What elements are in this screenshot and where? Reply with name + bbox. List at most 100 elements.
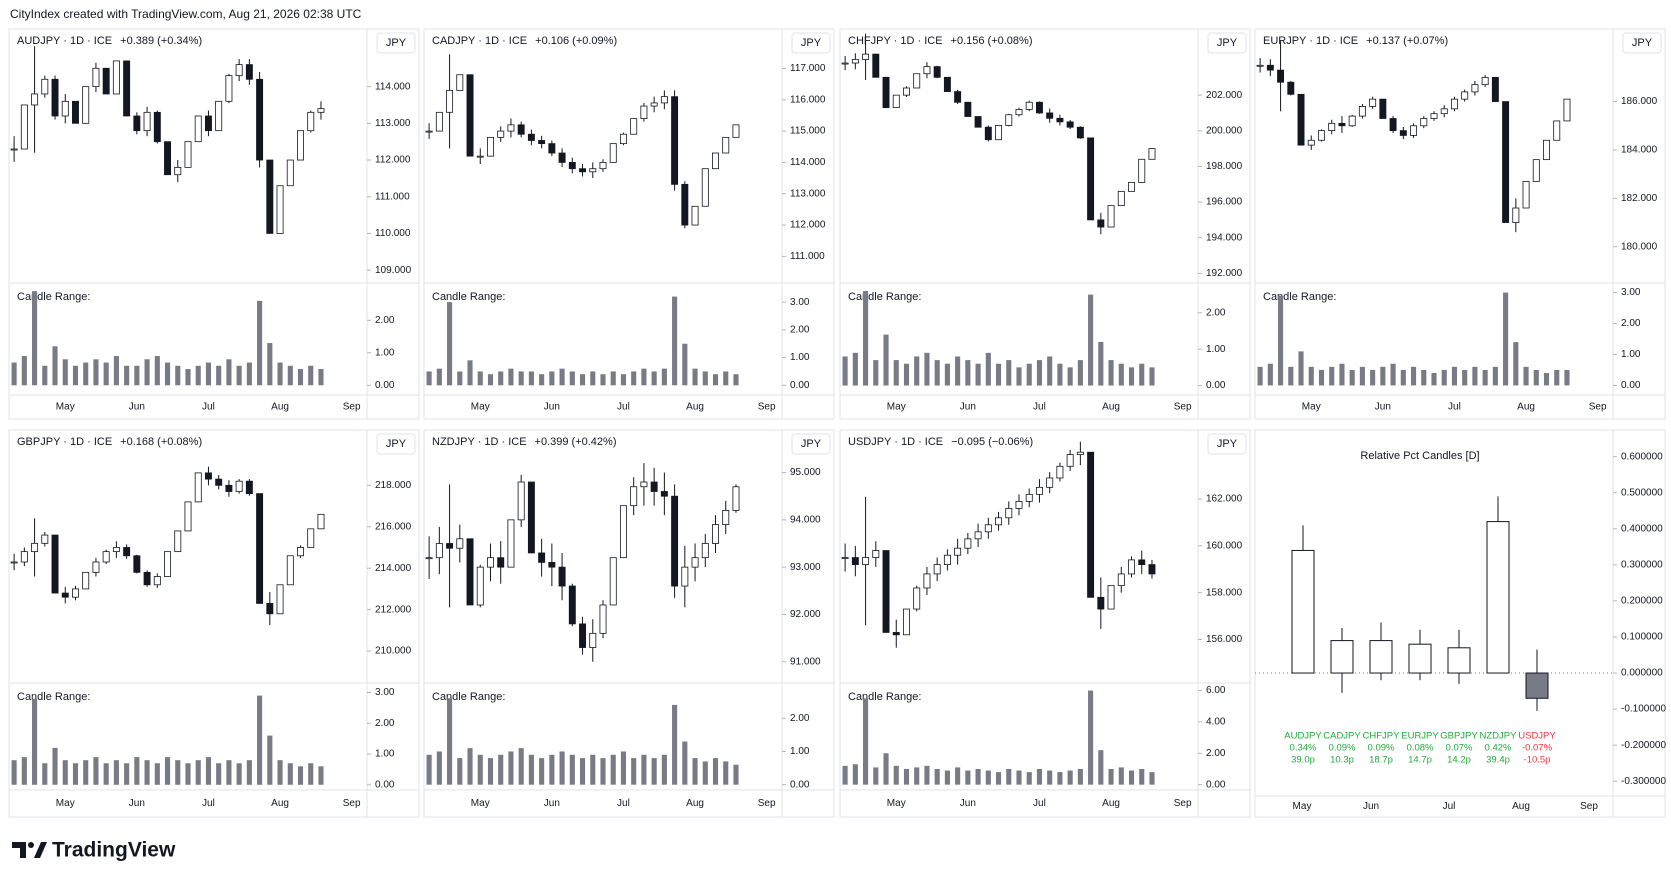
range-bar <box>1543 373 1550 386</box>
candle-body <box>245 480 253 495</box>
range-bar <box>702 761 708 785</box>
range-bar <box>975 363 981 386</box>
chart-title: CADJPY · 1D · ICE <box>432 35 527 47</box>
y-tick-label: 0.600000 <box>1621 451 1663 462</box>
candle-body <box>619 505 627 559</box>
range-bar <box>195 760 201 785</box>
range-bar <box>1349 369 1355 386</box>
y-tick-label: 198.000 <box>1206 161 1243 172</box>
y-tick-label: 186.000 <box>1621 96 1658 107</box>
currency-box <box>791 433 831 455</box>
candle-body <box>517 481 525 521</box>
range-bar <box>308 763 314 785</box>
range-bar <box>487 374 494 386</box>
candle-body <box>317 513 325 530</box>
pips-label: 10.3p <box>1330 755 1354 766</box>
range-bar <box>1564 369 1570 386</box>
range-bar <box>257 300 263 386</box>
candle-body <box>276 185 284 234</box>
candle-body <box>297 547 304 557</box>
x-tick-label: May <box>471 798 490 809</box>
y-tick-label: 91.000 <box>790 656 821 667</box>
candle-body <box>1076 126 1084 139</box>
candle-body <box>1318 130 1325 141</box>
range-bar <box>1554 369 1560 386</box>
range-bar <box>600 758 606 785</box>
x-tick-label: Jun <box>960 402 976 413</box>
y-tick-label: 0.00 <box>375 779 395 790</box>
candle-body <box>862 557 870 565</box>
y-tick-label: 210.000 <box>375 646 412 657</box>
y-tick-label: 160.000 <box>1206 540 1243 551</box>
panel-frame <box>8 429 420 818</box>
range-bar <box>436 751 442 785</box>
x-tick-label: Jul <box>202 402 215 413</box>
range-bar <box>702 371 708 386</box>
y-tick-label: 212.000 <box>375 604 412 615</box>
range-bar <box>1077 360 1083 386</box>
candle-body <box>1035 101 1043 114</box>
range-bar <box>134 757 140 785</box>
candle-body <box>933 564 941 575</box>
range-bar <box>682 343 688 386</box>
candle-body <box>984 126 992 141</box>
candle-body <box>589 632 597 648</box>
range-bar <box>1523 366 1529 386</box>
footer-logo-text[interactable]: TradingView <box>52 839 176 862</box>
range-bar <box>508 751 514 785</box>
x-tick-label: Aug <box>686 798 704 809</box>
candle-body <box>517 124 525 135</box>
candle-body <box>10 561 18 564</box>
candle-body <box>671 96 679 185</box>
range-bar <box>1298 351 1304 386</box>
x-tick-label: Jun <box>1375 402 1391 413</box>
candle-body <box>466 538 474 606</box>
candle-body <box>568 585 576 625</box>
logo-mark <box>12 842 26 858</box>
candle-body <box>1369 640 1393 674</box>
range-bar <box>205 362 212 386</box>
candle-body <box>872 550 880 558</box>
candle-body <box>143 111 151 132</box>
candle-body <box>892 94 900 109</box>
candle-body <box>995 517 1003 526</box>
candle-body <box>1512 207 1520 223</box>
candle-body <box>215 478 223 486</box>
candle-body <box>599 162 607 170</box>
panel-frame <box>423 28 835 420</box>
range-bar <box>995 363 1002 386</box>
chart-change: +0.168 (+0.08%) <box>120 436 202 448</box>
y-tick-label: 216.000 <box>375 521 412 532</box>
candle-body <box>1430 113 1438 119</box>
range-bar <box>863 291 869 386</box>
candle-body <box>112 547 120 553</box>
y-tick-label: 0.400000 <box>1621 523 1663 534</box>
candle-body <box>995 125 1003 141</box>
range-bar <box>21 757 27 785</box>
candle-body <box>589 168 597 173</box>
chart-title: USDJPY · 1D · ICE <box>848 436 943 448</box>
candle-body <box>1097 596 1105 610</box>
range-label: Candle Range: <box>1263 291 1336 303</box>
range-bar <box>195 365 201 386</box>
range-bar <box>539 374 545 386</box>
y-tick-label: 6.00 <box>1206 685 1226 696</box>
x-tick-label: Sep <box>1580 801 1598 812</box>
candle-body <box>256 493 264 604</box>
range-bar <box>1108 360 1114 386</box>
y-tick-label: 3.00 <box>790 297 810 308</box>
x-tick-label: May <box>887 402 906 413</box>
candle-body <box>1138 559 1146 565</box>
candle-body <box>133 115 141 132</box>
y-tick-label: 94.000 <box>790 514 821 525</box>
range-bar <box>83 760 89 785</box>
candle-body <box>225 484 233 492</box>
pips-label: 14.7p <box>1408 755 1432 766</box>
candle-body <box>1379 98 1387 119</box>
candle-body <box>184 141 192 168</box>
range-bar <box>1149 772 1155 785</box>
range-bar <box>1503 292 1509 386</box>
logo-dot <box>28 842 34 848</box>
candle-body <box>1148 564 1156 575</box>
candle-body <box>1522 180 1530 209</box>
